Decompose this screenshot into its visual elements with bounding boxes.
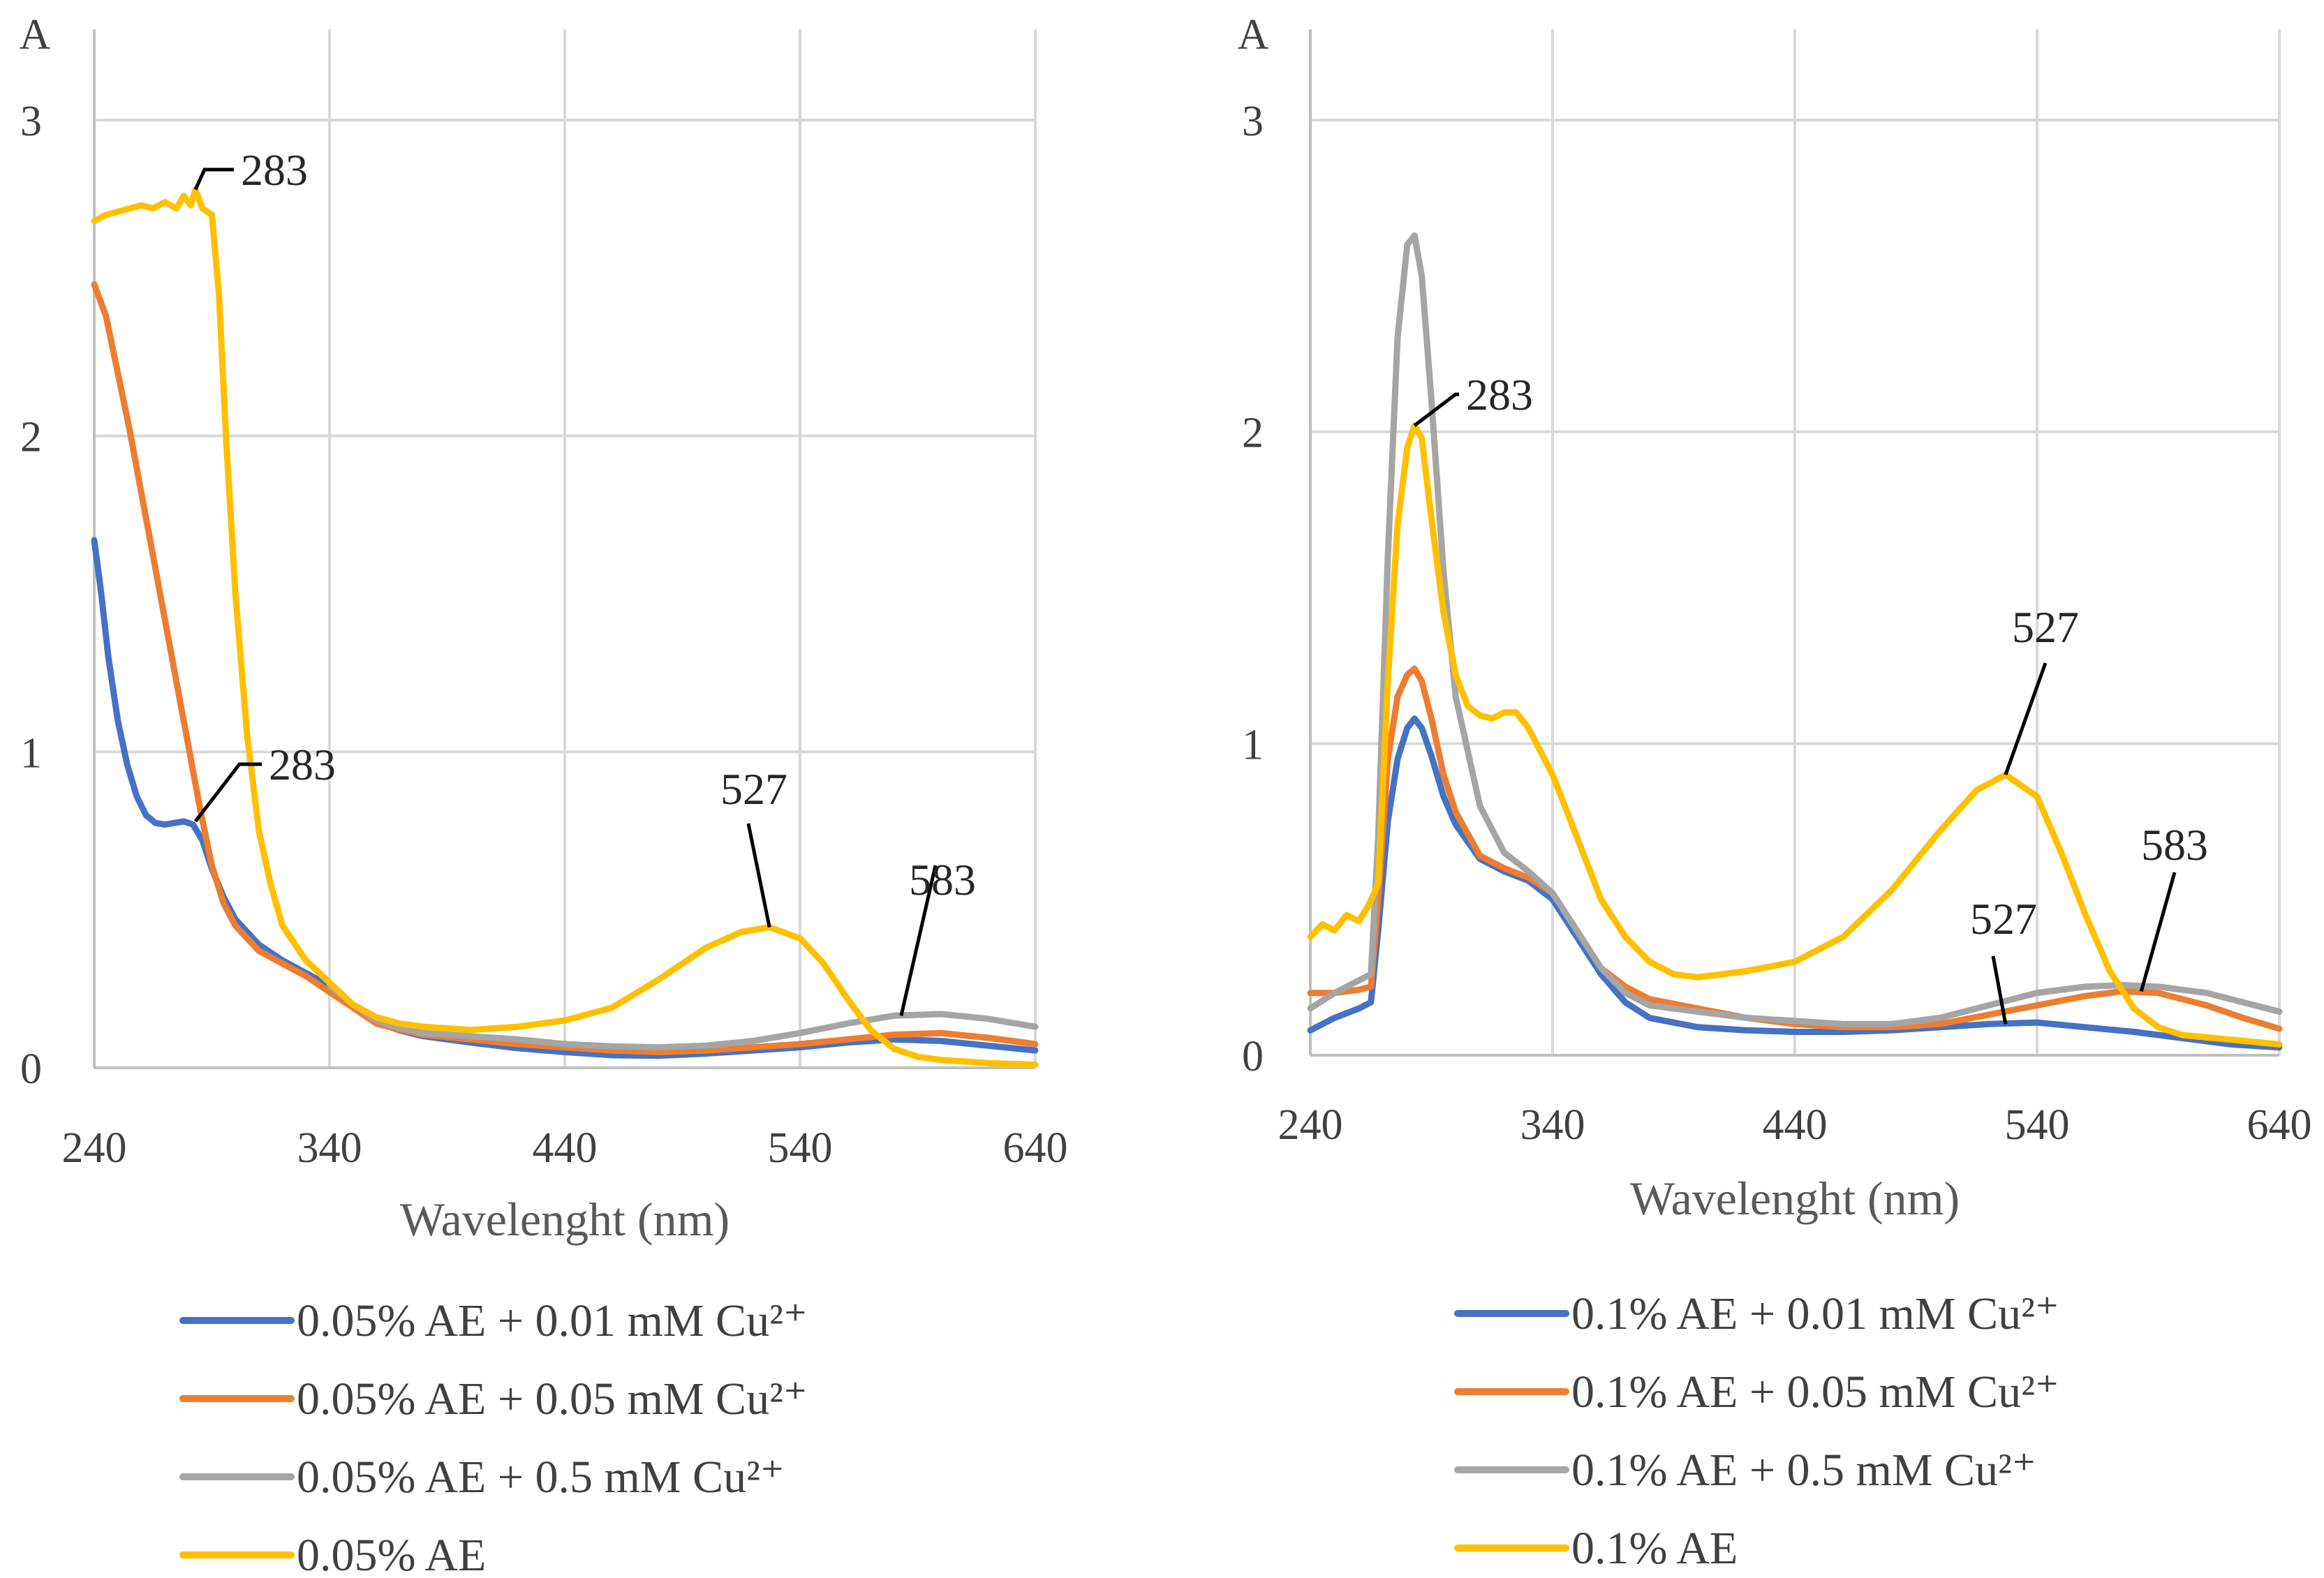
annotation-leader-line (746, 823, 771, 928)
legend-label-2: 0.1% AE + 0.05 mM Cu²⁺ (1571, 1367, 2059, 1417)
series-line-4 (91, 186, 1039, 1068)
annotation-leader-line (193, 762, 262, 823)
legend-label-1: 0.1% AE + 0.01 mM Cu²⁺ (1571, 1288, 2059, 1339)
annotation-label: 527 (1970, 894, 2037, 944)
x-tick-label: 640 (2247, 1101, 2312, 1149)
y-axis-label: A (20, 11, 51, 59)
y-tick-label: 2 (1242, 410, 1264, 457)
x-axis-title: Wavelenght (nm) (400, 1193, 730, 1246)
x-tick-label: 640 (1003, 1124, 1068, 1172)
annotation-leader-line (2139, 872, 2177, 992)
y-tick-label: 0 (20, 1045, 42, 1093)
annotation-leader-line (899, 865, 938, 1016)
annotation-label: 283 (241, 145, 308, 195)
y-tick-label: 3 (1242, 98, 1264, 145)
x-tick-label: 540 (2005, 1101, 2070, 1149)
annotation-leader-line (2004, 662, 2048, 775)
y-tick-label: 0 (1242, 1033, 1264, 1080)
annotation-label: 583 (909, 855, 976, 905)
annotation-label: 583 (2141, 820, 2208, 870)
legend-label-1: 0.05% AE + 0.01 mM Cu²⁺ (297, 1295, 808, 1346)
x-tick-label: 540 (768, 1124, 833, 1172)
x-tick-label: 340 (1520, 1101, 1585, 1149)
y-axis-label: A (1238, 11, 1269, 59)
annotation-leader-line (1991, 955, 2008, 1025)
x-tick-label: 440 (533, 1124, 598, 1172)
legend-label-2: 0.05% AE + 0.05 mM Cu²⁺ (297, 1374, 808, 1424)
series-line-3 (1307, 232, 2283, 1027)
x-tick-label: 440 (1763, 1101, 1828, 1149)
y-tick-label: 3 (20, 98, 42, 145)
x-axis-title: Wavelenght (nm) (1630, 1172, 1960, 1225)
x-tick-label: 240 (1278, 1101, 1343, 1149)
annotation-label: 283 (269, 740, 336, 789)
y-tick-label: 2 (20, 414, 42, 461)
series-line-1 (1307, 715, 2283, 1051)
annotation-leader-line (193, 168, 234, 191)
annotation-leader-line (1413, 392, 1459, 427)
y-tick-label: 1 (1242, 721, 1264, 768)
legend-label-3: 0.1% AE + 0.5 mM Cu²⁺ (1571, 1445, 2036, 1496)
annotation-label: 283 (1466, 370, 1533, 419)
x-tick-label: 240 (62, 1124, 127, 1172)
series-line-4 (1307, 422, 2283, 1048)
x-tick-label: 340 (297, 1124, 362, 1172)
annotation-label: 527 (720, 764, 787, 814)
series-line-2 (91, 281, 1039, 1055)
legend-label-4: 0.1% AE (1571, 1523, 1738, 1574)
chart-panel-right: 0 1 2 3 240 340 440 540 640 A Wavelenght (nm) 283 52… (1238, 11, 2312, 1574)
legend-label-3: 0.05% AE + 0.5 mM Cu²⁺ (297, 1452, 785, 1503)
annotation-label: 527 (2012, 602, 2079, 652)
chart-panel-left: 0 1 2 3 240 340 440 540 640 A Wavelenght (nm) 283 28… (20, 11, 1068, 1578)
legend-label-4: 0.05% AE (297, 1530, 486, 1575)
y-tick-label: 1 (20, 729, 42, 777)
